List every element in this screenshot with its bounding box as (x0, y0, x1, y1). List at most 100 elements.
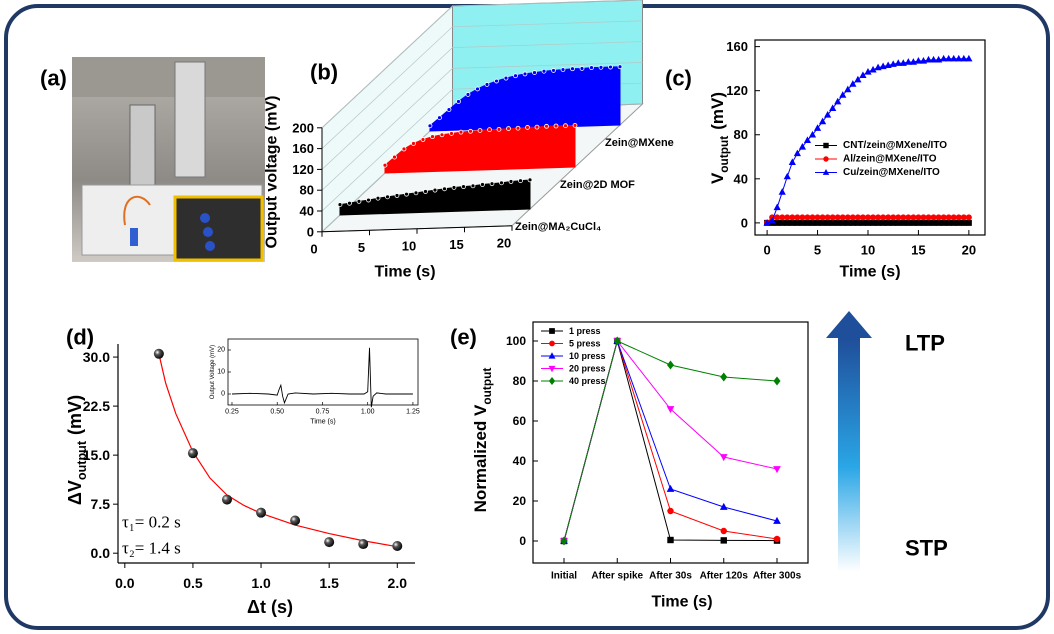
marker (809, 219, 816, 226)
marker (904, 58, 912, 65)
marker (324, 537, 335, 548)
point (589, 65, 594, 71)
panel-label: (a) (40, 66, 67, 91)
point (563, 123, 568, 129)
point (477, 128, 483, 133)
z-tick-label: 160 (292, 141, 314, 156)
x-tick-label: 20 (497, 235, 511, 250)
marker (920, 219, 927, 226)
annotation: τ₂= 1.4 s (122, 539, 181, 558)
inset-line (231, 347, 413, 408)
ltp-label: LTP (905, 331, 945, 356)
y-tick-label: 60 (513, 414, 527, 428)
point (446, 107, 452, 112)
point (465, 92, 471, 97)
marker (844, 219, 851, 226)
marker (910, 214, 917, 221)
y-tick-label: 160 (726, 39, 748, 54)
marker (960, 219, 967, 226)
x-axis-label: Time (s) (839, 264, 900, 281)
point (572, 123, 578, 128)
marker (960, 214, 967, 221)
marker (823, 156, 829, 162)
point (544, 123, 549, 129)
grid-line (321, 20, 643, 149)
marker (823, 142, 829, 149)
marker (774, 219, 781, 226)
panel-label: (e) (450, 325, 477, 350)
z-tick-label: 80 (300, 183, 314, 198)
label-part: V (708, 172, 727, 184)
marker (880, 219, 887, 226)
x-tick-label: 1.0 (251, 575, 271, 591)
x-tick-label: 15 (449, 237, 463, 252)
marker (965, 54, 973, 62)
marker (813, 124, 822, 131)
z-tick-label: 120 (292, 162, 314, 177)
z-tick-label: 40 (300, 204, 314, 219)
marker (849, 80, 857, 87)
marker (773, 516, 781, 524)
marker (814, 214, 821, 221)
point (534, 124, 540, 130)
panel-label: (b) (310, 60, 338, 85)
marker (392, 541, 403, 552)
x-tick-label: 0.5 (183, 575, 203, 591)
z-axis-label: Output voltage (mV) (264, 96, 281, 249)
point (503, 75, 509, 81)
marker (548, 352, 556, 359)
point (356, 198, 362, 204)
point (337, 202, 343, 208)
marker (799, 219, 806, 226)
marker (924, 55, 933, 63)
marker (773, 466, 781, 474)
point (437, 115, 442, 121)
point (532, 70, 537, 75)
marker (808, 130, 817, 138)
marker (613, 336, 621, 346)
marker (895, 219, 902, 226)
point (494, 78, 499, 84)
point (432, 187, 438, 193)
legend-label: Al/zein@MXene/ITO (843, 154, 937, 165)
marker (945, 214, 952, 221)
marker (803, 136, 812, 143)
marker (789, 219, 796, 226)
marker (719, 502, 728, 510)
marker (965, 214, 972, 221)
point (366, 197, 371, 203)
y-axis-label: Voutput (mV) (708, 92, 732, 184)
legend-label: 5 press (569, 339, 601, 349)
marker (789, 214, 796, 221)
x-axis (321, 225, 513, 233)
inset-frame (227, 338, 419, 406)
marker (910, 219, 917, 226)
marker (719, 454, 728, 462)
marker (869, 65, 877, 73)
point (499, 180, 504, 186)
y-tick-label: 40 (513, 454, 527, 468)
marker (955, 214, 962, 221)
point (560, 67, 566, 72)
marker (930, 214, 937, 221)
marker (809, 214, 816, 221)
marker (779, 219, 786, 226)
marker (890, 219, 897, 226)
inset-y-tick-label: 10 (217, 369, 225, 376)
marker (720, 372, 728, 382)
marker (824, 219, 831, 226)
legend-label: Cu/zein@MXene/ITO (843, 167, 940, 178)
marker (965, 219, 972, 226)
marker (854, 214, 861, 221)
inset-x-axis-label: Time (s) (310, 419, 335, 426)
y-tick-label: 0 (741, 215, 748, 230)
marker (666, 360, 675, 370)
point (484, 82, 490, 87)
marker (187, 448, 198, 459)
point (458, 129, 464, 135)
x-axis-label: Time (s) (651, 594, 712, 611)
marker (894, 59, 902, 66)
inset-x-tick-label: 1.00 (361, 409, 375, 416)
y-axis-label: Normalized Voutput (471, 368, 495, 513)
point (404, 191, 409, 197)
